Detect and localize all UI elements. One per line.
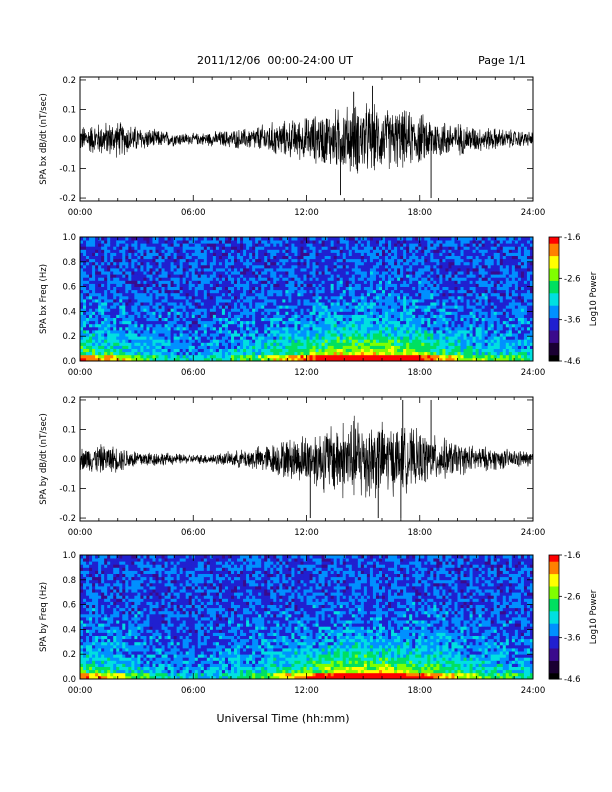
panel-2: 00:00 06:00 12:00 18:00 24:00 0.0 0.2 0.4 0.6 0.8… bbox=[39, 233, 599, 378]
y-tick-label: 0.8 bbox=[62, 258, 76, 268]
colorbar bbox=[548, 554, 560, 680]
y-axis-label: SPA by dB/dt (nT/sec) bbox=[39, 413, 49, 505]
x-tick-label: 06:00 bbox=[181, 368, 206, 378]
y-tick-label: 0.2 bbox=[62, 396, 76, 406]
y-tick-label: 1.0 bbox=[62, 551, 76, 561]
y-tick-label: -0.1 bbox=[59, 165, 76, 175]
y-axis-label: SPA by Freq (Hz) bbox=[39, 582, 49, 652]
y-tick-label: 0.6 bbox=[62, 283, 76, 293]
y-tick-label: 1.0 bbox=[62, 233, 76, 243]
figure-title: 2011/12/06 00:00-24:00 UT bbox=[197, 54, 353, 67]
y-tick-label: -0.1 bbox=[59, 485, 76, 495]
panel-3: 00:00 06:00 12:00 18:00 24:00 -0.2 -0.1 0.0 0.1 0… bbox=[39, 396, 545, 538]
y-tick-label: 0.2 bbox=[62, 650, 76, 660]
signal-trace bbox=[79, 103, 534, 174]
panels-group: 00:00 06:00 12:00 18:00 24:00 -0.2 -0.1 0.0 0.1 0… bbox=[39, 76, 599, 696]
x-tick-label: 24:00 bbox=[521, 368, 546, 378]
x-tick-label: 00:00 bbox=[68, 368, 93, 378]
panel-4: 00:00 06:00 12:00 18:00 24:00 0.0 0.2 0.4 0.6 0.8… bbox=[39, 551, 599, 696]
y-tick-label: 0.4 bbox=[62, 625, 76, 635]
colorbar-tick-label: -1.6 bbox=[564, 233, 581, 243]
panel-1: 00:00 06:00 12:00 18:00 24:00 -0.2 -0.1 0.0 0.1 0… bbox=[39, 76, 545, 218]
colorbar-tick-label: -4.6 bbox=[564, 357, 581, 367]
y-tick-label: 0.8 bbox=[62, 576, 76, 586]
x-tick-label: 00:00 bbox=[68, 208, 93, 218]
x-tick-label: 06:00 bbox=[181, 686, 206, 696]
colorbar-tick-label: -2.6 bbox=[564, 274, 581, 284]
x-tick-label: 12:00 bbox=[294, 208, 319, 218]
y-tick-label: 0.6 bbox=[62, 601, 76, 611]
colorbar-tick-label: -4.6 bbox=[564, 675, 581, 685]
y-tick-label: 0.1 bbox=[62, 425, 76, 435]
y-axis-label: SPA bx Freq (Hz) bbox=[39, 264, 49, 334]
x-tick-label: 18:00 bbox=[408, 686, 433, 696]
spectrogram-cells bbox=[80, 555, 534, 680]
x-tick-label: 12:00 bbox=[294, 368, 319, 378]
y-tick-label: 0.0 bbox=[62, 455, 76, 465]
colorbar-tick-label: -2.6 bbox=[564, 592, 581, 602]
signal-trace bbox=[79, 415, 534, 499]
x-tick-label: 12:00 bbox=[294, 528, 319, 538]
colorbar bbox=[548, 236, 560, 362]
x-tick-label: 18:00 bbox=[408, 528, 433, 538]
y-tick-label: -0.2 bbox=[59, 194, 76, 204]
colorbar-tick-label: -3.6 bbox=[564, 316, 581, 326]
colorbar-label: Log10 Power bbox=[589, 271, 599, 326]
x-tick-label: 18:00 bbox=[408, 368, 433, 378]
x-tick-label: 00:00 bbox=[68, 528, 93, 538]
x-axis-label: Universal Time (hh:mm) bbox=[217, 712, 350, 725]
colorbar-label: Log10 Power bbox=[589, 589, 599, 644]
y-tick-label: 0.2 bbox=[62, 332, 76, 342]
page-number: Page 1/1 bbox=[478, 54, 526, 67]
y-axis-label: SPA bx dB/dt (nT/sec) bbox=[39, 93, 49, 185]
y-tick-label: 0.0 bbox=[62, 357, 76, 367]
x-tick-label: 24:00 bbox=[521, 686, 546, 696]
y-tick-label: -0.2 bbox=[59, 514, 76, 524]
y-tick-label: 0.0 bbox=[62, 675, 76, 685]
x-tick-label: 06:00 bbox=[181, 528, 206, 538]
x-tick-label: 24:00 bbox=[521, 528, 546, 538]
colorbar-tick-label: -1.6 bbox=[564, 551, 581, 561]
x-tick-label: 18:00 bbox=[408, 208, 433, 218]
x-tick-label: 00:00 bbox=[68, 686, 93, 696]
colorbar-tick-label: -3.6 bbox=[564, 634, 581, 644]
y-tick-label: 0.0 bbox=[62, 135, 76, 145]
y-tick-label: 0.2 bbox=[62, 76, 76, 86]
y-tick-label: 0.4 bbox=[62, 307, 76, 317]
x-tick-label: 12:00 bbox=[294, 686, 319, 696]
x-tick-label: 24:00 bbox=[521, 208, 546, 218]
spectrogram-cells bbox=[80, 237, 534, 362]
x-tick-label: 06:00 bbox=[181, 208, 206, 218]
y-tick-label: 0.1 bbox=[62, 105, 76, 115]
